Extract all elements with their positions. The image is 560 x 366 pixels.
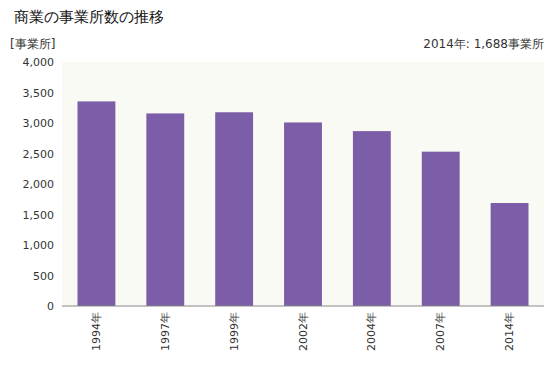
- y-tick-label: 4,000: [23, 56, 55, 69]
- annotation: 2014年: 1,688事業所: [423, 37, 544, 51]
- bar: [77, 101, 115, 306]
- bar: [146, 113, 184, 306]
- bar: [215, 112, 253, 306]
- x-tick-label: 2004年: [365, 312, 378, 351]
- x-tick-label: 2014年: [503, 312, 516, 351]
- bar: [422, 152, 460, 306]
- y-tick-label: 3,000: [23, 117, 55, 130]
- plot-area: [62, 62, 544, 306]
- bars: [77, 101, 528, 306]
- y-tick-label: 500: [33, 270, 54, 283]
- x-tick-label: 2007年: [434, 312, 447, 351]
- chart: 0 500 1,000 1,500 2,000 2,500 3,000 3,500 4,000 1…: [0, 0, 560, 366]
- x-tick-label: 1994年: [90, 312, 103, 351]
- x-tick-label: 1999年: [228, 312, 241, 351]
- x-tick-label: 1997年: [159, 312, 172, 351]
- y-axis-label: [事業所]: [10, 37, 55, 51]
- bar: [284, 122, 322, 306]
- y-tick-label: 2,000: [23, 178, 55, 191]
- y-tick-label: 1,000: [23, 239, 55, 252]
- y-tick-label: 2,500: [23, 148, 55, 161]
- bar: [353, 131, 391, 306]
- y-tick-label: 0: [47, 300, 54, 313]
- x-tick-label: 2002年: [297, 312, 310, 351]
- y-tick-label: 1,500: [23, 209, 55, 222]
- y-tick-label: 3,500: [23, 87, 55, 100]
- x-axis-line: [62, 306, 544, 307]
- bar: [491, 203, 529, 306]
- title: 商業の事業所数の推移: [14, 8, 164, 26]
